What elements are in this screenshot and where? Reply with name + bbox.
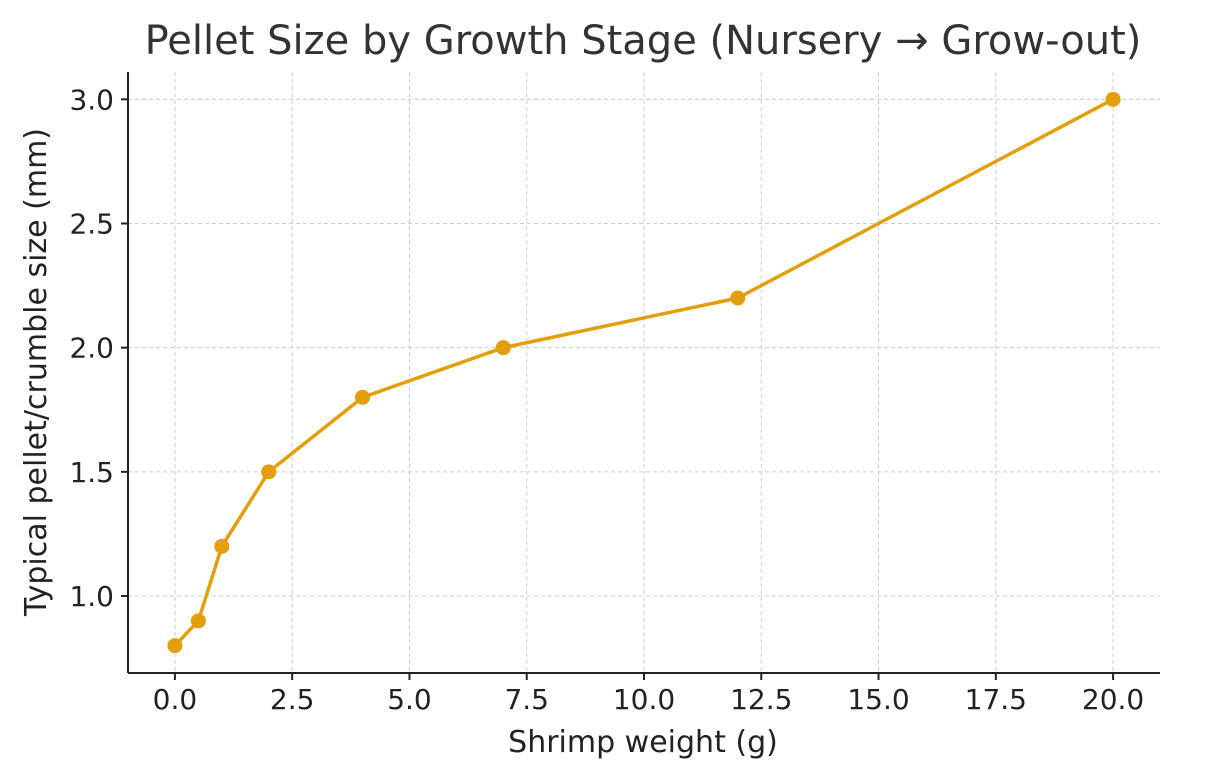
axes — [127, 72, 1160, 674]
x-tick-label: 15.0 — [847, 683, 909, 716]
x-tick-label: 2.5 — [270, 683, 315, 716]
y-axis-label: Typical pellet/crumble size (mm) — [19, 128, 54, 617]
chart-title: Pellet Size by Growth Stage (Nursery → G… — [145, 18, 1142, 64]
x-tick-label: 20.0 — [1082, 683, 1144, 716]
data-point — [355, 389, 371, 405]
x-axis-ticks: 0.0 2.5 5.0 7.5 10.0 12.5 15.0 17.5 20.0 — [153, 673, 1144, 716]
y-axis-ticks: 1.0 1.5 2.0 2.5 3.0 — [69, 83, 128, 613]
data-point — [261, 464, 277, 480]
x-axis-label: Shrimp weight (g) — [508, 725, 778, 760]
series-0 — [167, 91, 1121, 654]
y-tick-label: 3.0 — [69, 83, 114, 116]
x-tick-label: 0.0 — [153, 683, 198, 716]
data-point — [730, 290, 746, 306]
x-tick-label: 7.5 — [504, 683, 549, 716]
data-point — [495, 340, 511, 356]
y-tick-label: 1.0 — [69, 580, 114, 613]
y-tick-label: 2.0 — [69, 332, 114, 365]
data-point — [1105, 91, 1121, 107]
x-tick-label: 10.0 — [613, 683, 675, 716]
data-point — [190, 613, 206, 629]
data-point — [214, 538, 230, 554]
x-tick-label: 12.5 — [730, 683, 792, 716]
series — [167, 91, 1121, 654]
y-tick-label: 1.5 — [69, 456, 114, 489]
x-tick-label: 17.5 — [965, 683, 1027, 716]
x-tick-label: 5.0 — [387, 683, 432, 716]
data-point — [167, 638, 183, 654]
y-tick-label: 2.5 — [69, 207, 114, 240]
grid — [128, 72, 1160, 673]
series-line — [173, 97, 1115, 648]
